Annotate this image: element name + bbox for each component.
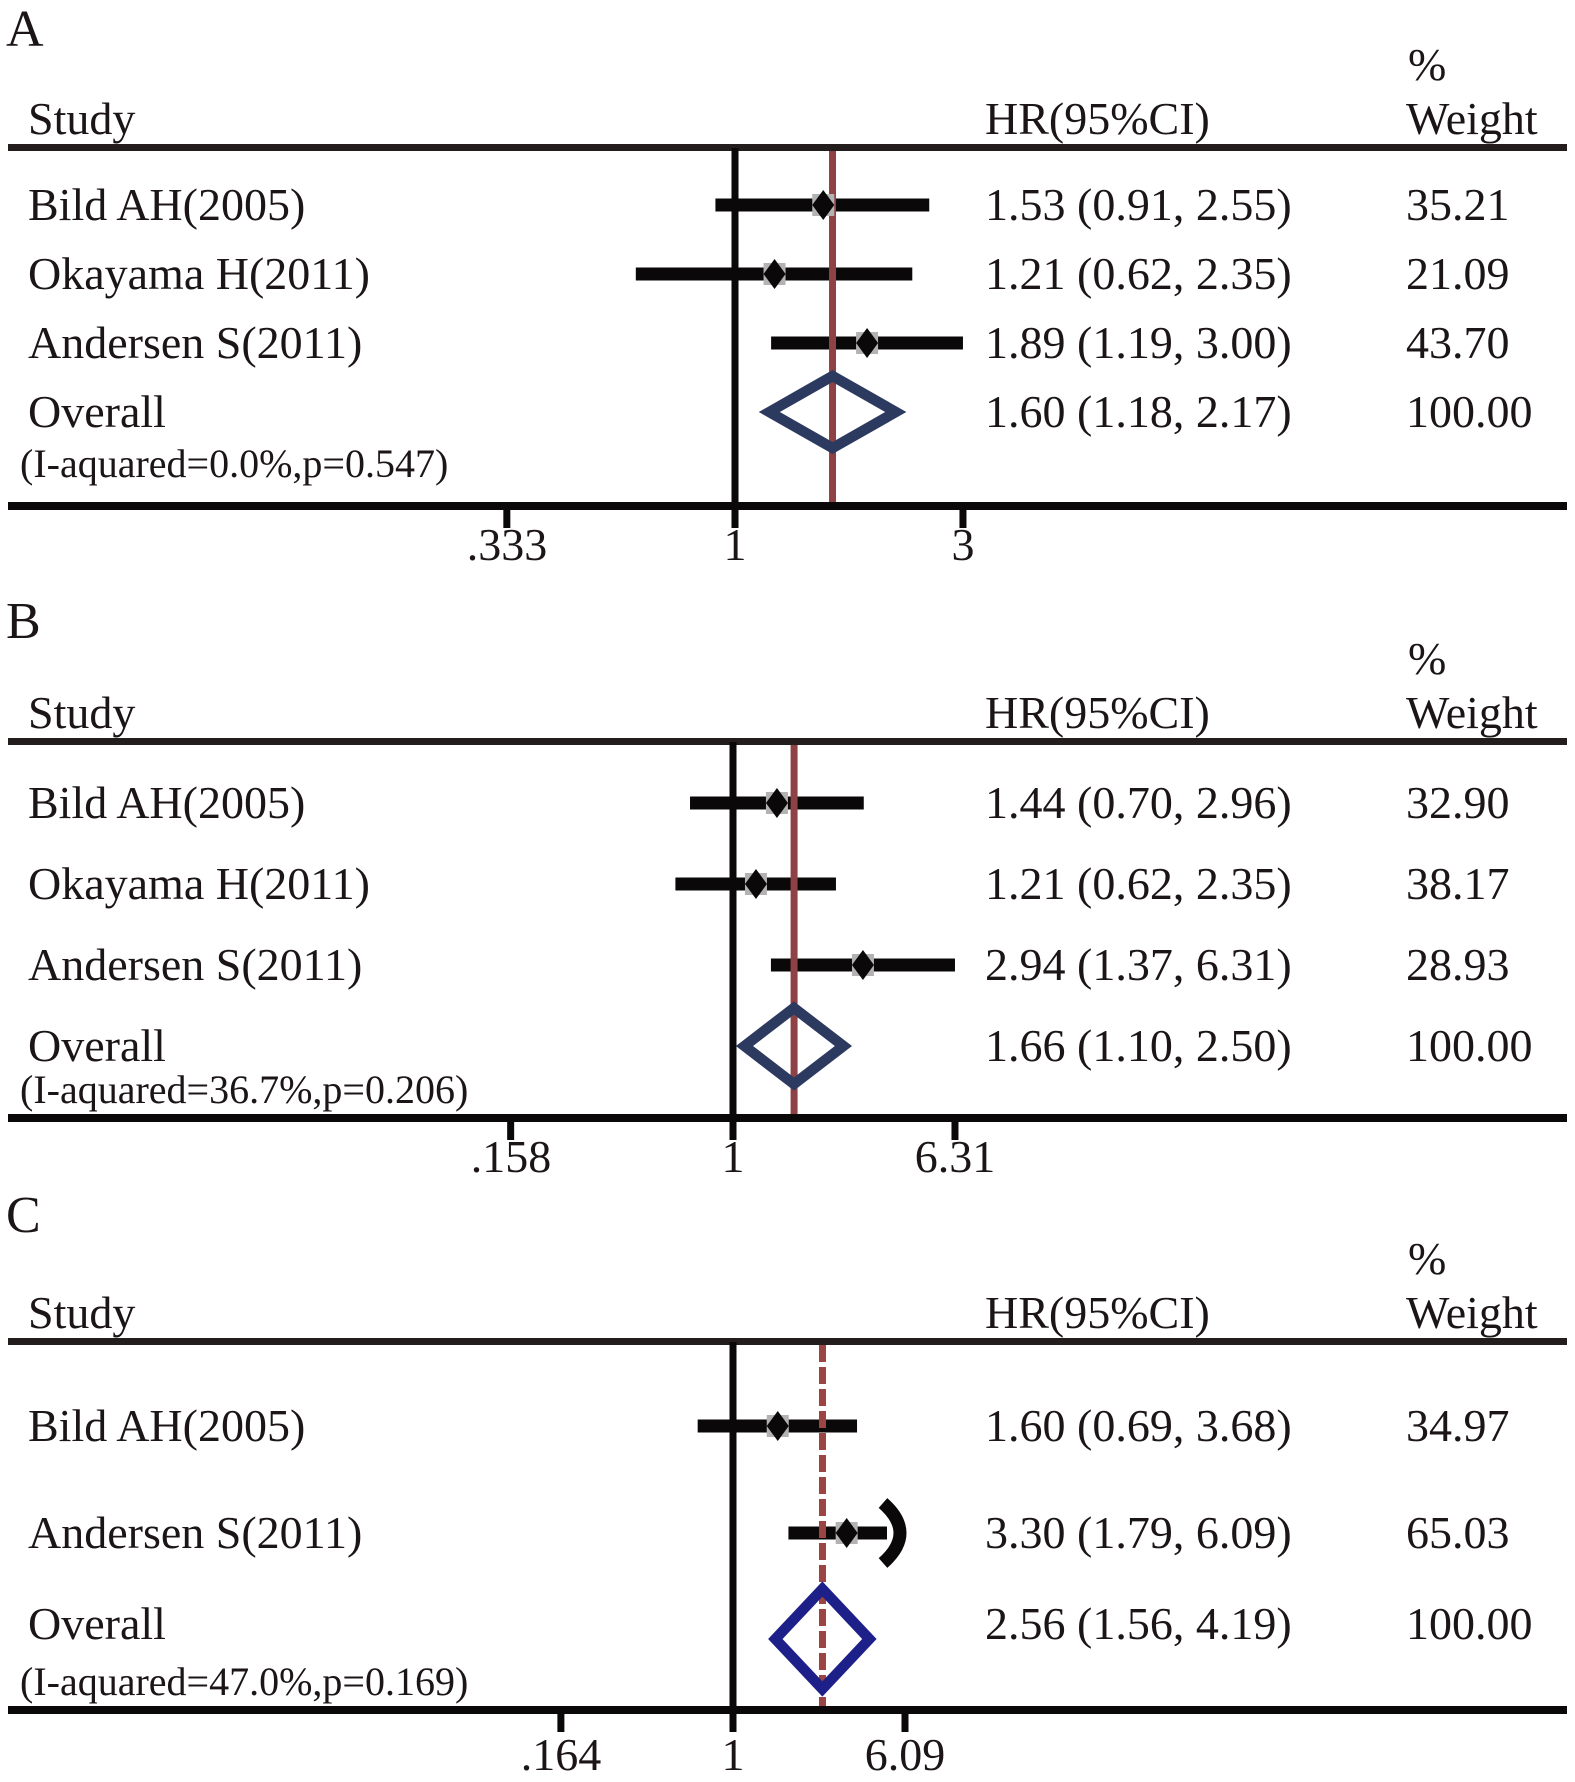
axis-tick-label: 1 bbox=[721, 1729, 745, 1780]
column-header-pct: % bbox=[1408, 1233, 1447, 1284]
study-label: Okayama H(2011) bbox=[28, 858, 370, 909]
weight-value: 32.90 bbox=[1406, 777, 1510, 828]
point-estimate-marker bbox=[765, 788, 788, 818]
point-estimate-marker bbox=[856, 328, 879, 358]
hr-ci-value: 3.30 (1.79, 6.09) bbox=[985, 1507, 1292, 1558]
axis-tick-label: .164 bbox=[520, 1729, 602, 1780]
point-estimate-marker bbox=[744, 869, 767, 899]
overall-diamond bbox=[735, 1001, 853, 1091]
hr-ci-value: 1.60 (0.69, 3.68) bbox=[985, 1400, 1292, 1451]
weight-value: 21.09 bbox=[1406, 248, 1510, 299]
overall-weight: 100.00 bbox=[1406, 1020, 1533, 1071]
overall-diamond bbox=[758, 369, 907, 455]
overall-hr-ci: 1.66 (1.10, 2.50) bbox=[985, 1020, 1292, 1071]
column-header-hr: HR(95%CI) bbox=[985, 93, 1210, 144]
axis-tick-label: 6.31 bbox=[914, 1131, 996, 1182]
study-label: Bild AH(2005) bbox=[28, 777, 306, 828]
weight-value: 65.03 bbox=[1406, 1507, 1510, 1558]
point-estimate-marker bbox=[766, 1411, 789, 1441]
axis-tick bbox=[901, 1714, 909, 1732]
column-header-pct: % bbox=[1408, 39, 1447, 90]
overall-hr-ci: 1.60 (1.18, 2.17) bbox=[985, 386, 1292, 437]
x-axis bbox=[8, 1706, 1567, 1714]
study-label: Andersen S(2011) bbox=[28, 939, 363, 990]
axis-tick bbox=[507, 1122, 515, 1140]
weight-value: 38.17 bbox=[1406, 858, 1510, 909]
study-label: Andersen S(2011) bbox=[28, 317, 363, 368]
hr-ci-value: 1.44 (0.70, 2.96) bbox=[985, 777, 1292, 828]
hr-ci-value: 2.94 (1.37, 6.31) bbox=[985, 939, 1292, 990]
hr-ci-value: 1.53 (0.91, 2.55) bbox=[985, 179, 1292, 230]
overall-weight: 100.00 bbox=[1406, 1598, 1533, 1649]
heterogeneity-note: (I-aquared=0.0%,p=0.547) bbox=[20, 441, 449, 486]
column-header-study: Study bbox=[28, 1287, 136, 1338]
study-label: Andersen S(2011) bbox=[28, 1507, 363, 1558]
panel-a-plot bbox=[8, 144, 1567, 528]
column-header-study: Study bbox=[28, 687, 136, 738]
hr-ci-value: 1.21 (0.62, 2.35) bbox=[985, 248, 1292, 299]
panel-label: B bbox=[6, 593, 41, 650]
overall-label: Overall bbox=[28, 1020, 166, 1071]
point-estimate-marker bbox=[835, 1518, 858, 1548]
x-axis bbox=[8, 1114, 1567, 1122]
panel-b-plot bbox=[8, 738, 1567, 1140]
header-rule bbox=[8, 1338, 1567, 1345]
overall-label: Overall bbox=[28, 1598, 166, 1649]
weight-value: 34.97 bbox=[1406, 1400, 1510, 1451]
hr-ci-value: 1.89 (1.19, 3.00) bbox=[985, 317, 1292, 368]
axis-tick-label: 1 bbox=[723, 519, 747, 570]
overall-diamond bbox=[768, 1581, 877, 1697]
column-header-hr: HR(95%CI) bbox=[985, 687, 1210, 738]
heterogeneity-note: (I-aquared=36.7%,p=0.206) bbox=[20, 1067, 469, 1112]
panel-label: A bbox=[6, 1, 44, 58]
column-header-study: Study bbox=[28, 93, 136, 144]
axis-tick bbox=[731, 510, 739, 528]
overall-label: Overall bbox=[28, 386, 166, 437]
study-label: Bild AH(2005) bbox=[28, 179, 306, 230]
null-effect-line bbox=[729, 742, 737, 1118]
overall-hr-ci: 2.56 (1.56, 4.19) bbox=[985, 1598, 1292, 1649]
axis-tick bbox=[503, 510, 511, 528]
weight-value: 35.21 bbox=[1406, 179, 1510, 230]
x-axis bbox=[8, 502, 1567, 510]
null-effect-line bbox=[729, 1342, 737, 1710]
axis-tick bbox=[557, 1714, 565, 1732]
hr-ci-value: 1.21 (0.62, 2.35) bbox=[985, 858, 1292, 909]
axis-tick-label: .333 bbox=[466, 519, 548, 570]
axis-tick bbox=[729, 1122, 737, 1140]
overall-weight: 100.00 bbox=[1406, 386, 1533, 437]
axis-tick bbox=[959, 510, 967, 528]
point-estimate-marker bbox=[763, 259, 786, 289]
point-estimate-marker bbox=[812, 190, 835, 220]
weight-value: 28.93 bbox=[1406, 939, 1510, 990]
axis-tick-label: 6.09 bbox=[864, 1729, 946, 1780]
axis-tick bbox=[729, 1714, 737, 1732]
weight-value: 43.70 bbox=[1406, 317, 1510, 368]
panel-label: C bbox=[6, 1187, 41, 1244]
column-header-weight: Weight bbox=[1406, 687, 1538, 738]
column-header-weight: Weight bbox=[1406, 93, 1538, 144]
study-label: Okayama H(2011) bbox=[28, 248, 370, 299]
ci-arrow-right bbox=[878, 1498, 907, 1568]
axis-tick bbox=[951, 1122, 959, 1140]
point-estimate-marker bbox=[851, 950, 874, 980]
panel-c-plot bbox=[8, 1338, 1567, 1732]
header-rule bbox=[8, 144, 1567, 151]
header-rule bbox=[8, 738, 1567, 745]
column-header-pct: % bbox=[1408, 633, 1447, 684]
column-header-hr: HR(95%CI) bbox=[985, 1287, 1210, 1338]
axis-tick-label: 3 bbox=[951, 519, 975, 570]
column-header-weight: Weight bbox=[1406, 1287, 1538, 1338]
axis-tick-label: 1 bbox=[721, 1131, 745, 1182]
study-label: Bild AH(2005) bbox=[28, 1400, 306, 1451]
null-effect-line bbox=[731, 148, 739, 506]
heterogeneity-note: (I-aquared=47.0%,p=0.169) bbox=[20, 1659, 469, 1704]
axis-tick-label: .158 bbox=[470, 1131, 552, 1182]
